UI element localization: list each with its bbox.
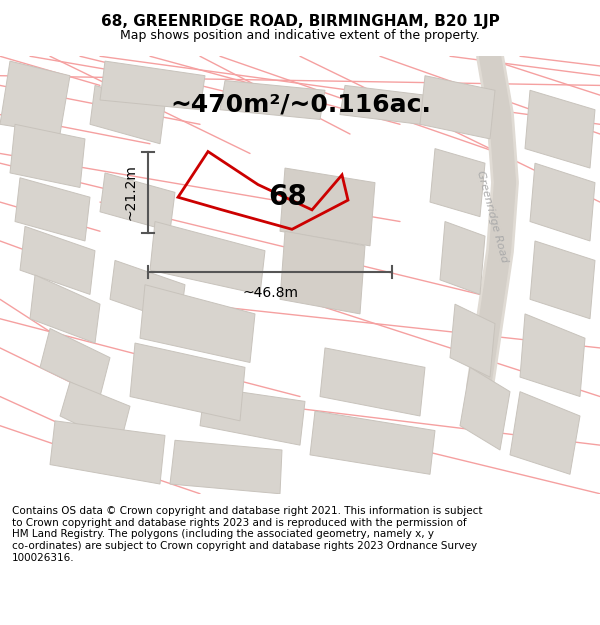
Polygon shape <box>0 61 70 134</box>
Polygon shape <box>430 149 485 217</box>
Polygon shape <box>100 61 205 110</box>
Text: 68: 68 <box>269 182 307 211</box>
Polygon shape <box>530 241 595 319</box>
Polygon shape <box>450 304 495 377</box>
Text: Greenridge Road: Greenridge Road <box>475 169 509 264</box>
Polygon shape <box>40 329 110 396</box>
Text: Contains OS data © Crown copyright and database right 2021. This information is : Contains OS data © Crown copyright and d… <box>12 506 482 562</box>
Polygon shape <box>130 343 245 421</box>
Polygon shape <box>280 168 375 246</box>
Polygon shape <box>220 81 325 119</box>
Polygon shape <box>50 421 165 484</box>
Polygon shape <box>10 124 85 188</box>
Text: ~470m²/~0.116ac.: ~470m²/~0.116ac. <box>170 93 431 117</box>
Polygon shape <box>20 226 95 294</box>
Polygon shape <box>525 90 595 168</box>
Polygon shape <box>60 382 130 445</box>
Polygon shape <box>420 76 495 139</box>
Polygon shape <box>320 348 425 416</box>
Polygon shape <box>340 86 425 124</box>
Polygon shape <box>90 86 165 144</box>
Polygon shape <box>110 261 185 324</box>
Polygon shape <box>30 275 100 343</box>
Polygon shape <box>310 411 435 474</box>
Text: 68, GREENRIDGE ROAD, BIRMINGHAM, B20 1JP: 68, GREENRIDGE ROAD, BIRMINGHAM, B20 1JP <box>101 14 499 29</box>
Polygon shape <box>520 314 585 396</box>
Polygon shape <box>200 387 305 445</box>
Polygon shape <box>460 368 510 450</box>
Text: Map shows position and indicative extent of the property.: Map shows position and indicative extent… <box>120 29 480 42</box>
Text: ~46.8m: ~46.8m <box>242 286 298 300</box>
Polygon shape <box>100 173 175 231</box>
Polygon shape <box>170 440 282 494</box>
Polygon shape <box>440 221 485 294</box>
Polygon shape <box>510 392 580 474</box>
Polygon shape <box>150 221 265 294</box>
Text: ~21.2m: ~21.2m <box>124 164 138 220</box>
Polygon shape <box>280 231 365 314</box>
Polygon shape <box>140 285 255 362</box>
Polygon shape <box>15 177 90 241</box>
Polygon shape <box>530 163 595 241</box>
